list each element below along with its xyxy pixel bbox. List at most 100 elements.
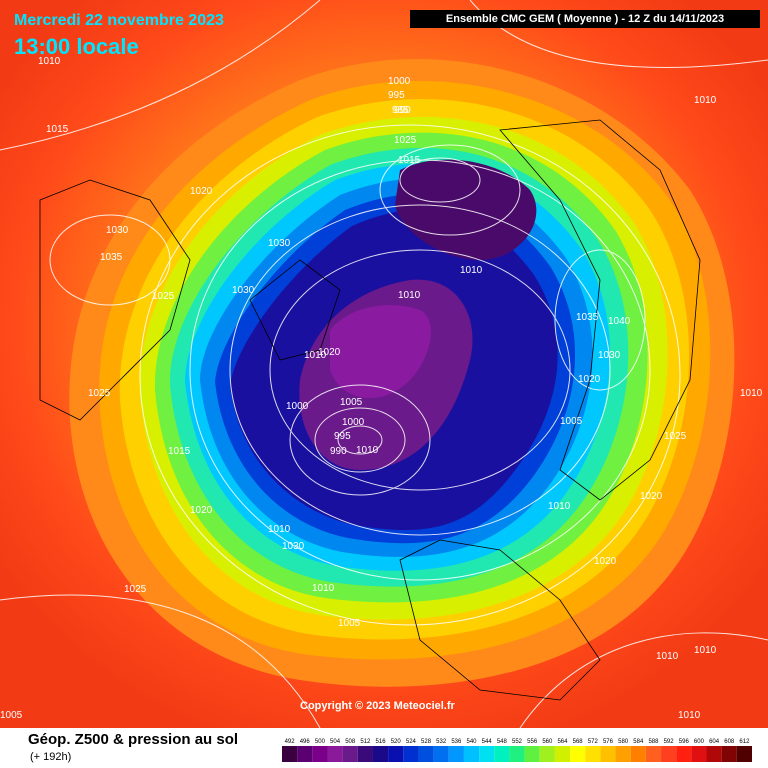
pressure-label: 1015 bbox=[168, 446, 191, 457]
pressure-labels: 1010 1015 1020 1030 1035 1025 1030 1030 1010 1020… bbox=[0, 56, 763, 721]
legend-value: 524 bbox=[406, 739, 417, 745]
legend-swatch bbox=[554, 746, 571, 762]
pressure-label: 1000 bbox=[286, 401, 309, 412]
pressure-label: 1010 bbox=[304, 350, 327, 361]
pressure-label: 1005 bbox=[340, 397, 363, 408]
legend-value: 528 bbox=[421, 739, 432, 745]
pressure-label: 1010 bbox=[678, 710, 701, 721]
pressure-label: 1010 bbox=[268, 524, 291, 535]
footer-bar: Géop. Z500 & pression au sol (+ 192h) 49… bbox=[0, 728, 768, 768]
legend-value: 580 bbox=[618, 739, 629, 745]
legend-value: 568 bbox=[573, 739, 584, 745]
legend-swatch bbox=[418, 746, 434, 762]
legend-swatch bbox=[600, 746, 616, 762]
legend-swatch bbox=[736, 746, 752, 762]
pressure-label: 1020 bbox=[640, 491, 663, 502]
legend-swatch bbox=[312, 746, 328, 762]
pressure-label: 1025 bbox=[394, 135, 417, 146]
legend-swatch bbox=[388, 746, 404, 762]
pressure-label: 1015 bbox=[46, 124, 69, 135]
legend-swatch bbox=[282, 746, 298, 762]
pressure-label: 1025 bbox=[88, 388, 111, 399]
geopotential-bands bbox=[69, 58, 735, 687]
legend-swatch bbox=[463, 746, 480, 762]
legend-swatch bbox=[570, 746, 586, 762]
pressure-label: 1020 bbox=[578, 374, 601, 385]
legend-swatch bbox=[494, 746, 510, 762]
pressure-label: 1030 bbox=[232, 285, 255, 296]
pressure-label: 990 bbox=[330, 446, 347, 457]
pressure-label: 1025 bbox=[152, 291, 175, 302]
pressure-label: 1010 bbox=[460, 265, 483, 276]
pressure-label: 1030 bbox=[598, 350, 621, 361]
pressure-label: 1000 bbox=[342, 417, 365, 428]
pressure-label: 1010 bbox=[548, 501, 571, 512]
pressure-label: 1005 bbox=[0, 710, 23, 721]
legend-value: 508 bbox=[345, 739, 356, 745]
weather-map: 1010 1015 1020 1030 1035 1025 1030 1030 1010 1020… bbox=[0, 0, 768, 728]
legend-value: 500 bbox=[315, 739, 326, 745]
legend-swatch bbox=[479, 746, 495, 762]
pressure-label: 1010 bbox=[694, 645, 717, 656]
legend-value: 540 bbox=[467, 739, 478, 745]
pressure-label: 1010 bbox=[398, 290, 421, 301]
coastlines bbox=[39, 119, 701, 701]
pressure-label: 1010 bbox=[38, 56, 61, 67]
pressure-label: 1015 bbox=[398, 155, 421, 166]
legend-value: 536 bbox=[451, 739, 462, 745]
legend-swatch bbox=[691, 746, 707, 762]
legend-swatch bbox=[661, 746, 677, 762]
legend-swatch bbox=[676, 746, 692, 762]
legend-swatch bbox=[433, 746, 449, 762]
pressure-label: 1005 bbox=[560, 416, 583, 427]
legend-swatch bbox=[615, 746, 631, 762]
pressure-label: 1010 bbox=[694, 95, 717, 106]
legend-swatch bbox=[448, 746, 464, 762]
forecast-local-time: 13:00 locale bbox=[14, 34, 139, 59]
pressure-label: 1030 bbox=[268, 238, 291, 249]
legend-value: 592 bbox=[664, 739, 675, 745]
legend-swatch bbox=[327, 746, 343, 762]
pressure-label: 1035 bbox=[100, 252, 123, 263]
legend-swatch bbox=[357, 746, 373, 762]
pressure-label: 1005 bbox=[338, 618, 361, 629]
model-run-banner: Ensemble CMC GEM ( Moyenne ) - 12 Z du 1… bbox=[410, 10, 760, 28]
pressure-label: 1025 bbox=[664, 431, 687, 442]
legend-swatch bbox=[372, 746, 389, 762]
legend-value: 520 bbox=[391, 739, 402, 745]
legend-swatch bbox=[645, 746, 662, 762]
legend-swatch bbox=[630, 746, 646, 762]
legend-value: 600 bbox=[694, 739, 705, 745]
pressure-label: 1030 bbox=[106, 225, 129, 236]
legend-value: 504 bbox=[330, 739, 341, 745]
pressure-label: 1030 bbox=[282, 541, 305, 552]
map-title: Géop. Z500 & pression au sol bbox=[28, 731, 239, 748]
legend-value: 544 bbox=[482, 739, 493, 745]
legend-swatch bbox=[403, 746, 419, 762]
legend-value: 560 bbox=[542, 739, 553, 745]
pressure-label: 1020 bbox=[190, 186, 213, 197]
legend-swatch bbox=[585, 746, 601, 762]
legend-value: 564 bbox=[557, 739, 568, 745]
legend-swatch bbox=[706, 746, 722, 762]
pressure-label: 1025 bbox=[124, 584, 147, 595]
legend-swatch bbox=[297, 746, 313, 762]
legend-swatch bbox=[721, 746, 737, 762]
pressure-label: 995 bbox=[334, 431, 351, 442]
pressure-label: 1000 bbox=[388, 76, 411, 87]
legend-value: 492 bbox=[285, 739, 296, 745]
legend-value: 612 bbox=[739, 739, 750, 745]
forecast-lead-time: (+ 192h) bbox=[30, 751, 72, 763]
pressure-label: 1010 bbox=[312, 583, 335, 594]
pressure-label: 1020 bbox=[594, 556, 617, 567]
legend-value: 516 bbox=[376, 739, 387, 745]
pressure-label: 1020 bbox=[190, 505, 213, 516]
legend-swatch bbox=[524, 746, 540, 762]
legend-value: 556 bbox=[527, 739, 538, 745]
legend-value: 552 bbox=[512, 739, 523, 745]
isobars bbox=[0, 0, 768, 728]
pressure-label: 995 bbox=[388, 90, 405, 101]
legend-value: 588 bbox=[648, 739, 659, 745]
legend-value: 604 bbox=[709, 739, 720, 745]
forecast-date: Mercredi 22 novembre 2023 bbox=[14, 12, 224, 29]
